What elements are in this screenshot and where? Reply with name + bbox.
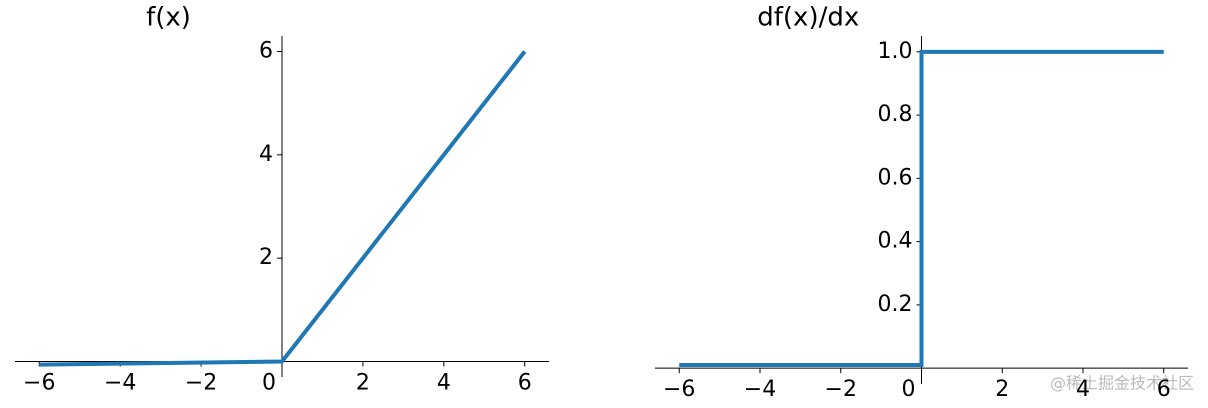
- y-tick-label: 1.0: [878, 39, 913, 64]
- x-tick-label: 6: [1157, 377, 1171, 402]
- chart-title: f(x): [146, 3, 191, 33]
- x-tick-label: 0: [262, 371, 276, 396]
- x-tick-label: 0: [902, 377, 916, 402]
- y-tick-label: 0.4: [878, 229, 913, 254]
- x-tick-label: 6: [518, 371, 532, 396]
- x-tick-label: −6: [23, 371, 55, 396]
- x-tick-label: 4: [1076, 377, 1090, 402]
- x-tick-label: −4: [744, 377, 776, 402]
- x-tick-label: 2: [356, 371, 370, 396]
- data-line: [679, 49, 1164, 368]
- watermark: @稀土掘金技术社区: [1050, 374, 1194, 393]
- x-tick-label: −2: [825, 377, 857, 402]
- x-tick-label: −2: [185, 371, 217, 396]
- x-tick-label: 4: [437, 371, 451, 396]
- y-tick-label: 2: [259, 245, 273, 270]
- y-tick-label: 4: [259, 142, 273, 167]
- y-tick-label: 0.8: [878, 102, 913, 127]
- x-tick-label: −6: [663, 377, 695, 402]
- y-tick-label: 6: [259, 39, 273, 64]
- x-tick-label: −4: [104, 371, 136, 396]
- y-tick-label: 0.2: [878, 292, 913, 317]
- data-line: [39, 50, 527, 367]
- x-tick-label: 2: [995, 377, 1009, 402]
- chart-title: df(x)/dx: [757, 3, 859, 33]
- y-tick-label: 0.6: [878, 165, 913, 190]
